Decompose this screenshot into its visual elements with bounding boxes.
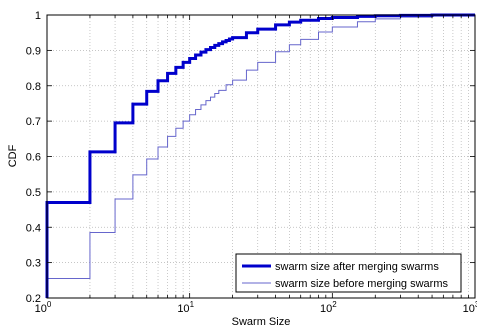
x-tick-label-base: 10	[320, 303, 332, 315]
x-tick-label: 100	[35, 300, 52, 315]
legend-label-after: swarm size after merging swarms	[275, 261, 439, 273]
x-tick-label-base: 10	[35, 303, 47, 315]
y-tick-label: 0.4	[26, 222, 41, 234]
axis-ticks	[47, 14, 475, 299]
y-tick-label: 0.8	[26, 81, 41, 93]
y-tick-label: 1	[35, 10, 41, 22]
x-tick-label-exponent: 2	[332, 300, 337, 309]
y-axis-label: CDF	[7, 144, 19, 167]
series-before-merging-line	[46, 14, 476, 298]
x-tick-label-exponent: 3	[475, 300, 477, 309]
y-tick-label: 0.6	[26, 152, 41, 164]
x-tick-label: 103	[463, 300, 477, 315]
legend-label-before: swarm size before merging swarms	[275, 278, 448, 290]
x-tick-label-exponent: 1	[190, 300, 195, 309]
x-tick-label: 102	[320, 300, 337, 315]
y-tick-label: 0.2	[26, 293, 41, 305]
axis-tick-labels: 0.20.30.40.50.60.70.80.91100101102103	[26, 10, 477, 315]
legend: swarm size after merging swarms swarm si…	[235, 253, 462, 293]
y-tick-label: 0.9	[26, 45, 41, 57]
y-tick-label: 0.5	[26, 187, 41, 199]
x-tick-label-exponent: 0	[47, 300, 52, 309]
y-tick-label: 0.7	[26, 116, 41, 128]
x-tick-label-base: 10	[177, 303, 189, 315]
x-axis-label: Swarm Size	[232, 316, 291, 328]
y-tick-label: 0.3	[26, 258, 41, 270]
legend-box	[235, 253, 462, 293]
series-after-merging-line	[45, 13, 475, 298]
x-tick-label-base: 10	[463, 303, 475, 315]
x-tick-label: 101	[177, 300, 194, 315]
series-layer	[45, 13, 476, 298]
